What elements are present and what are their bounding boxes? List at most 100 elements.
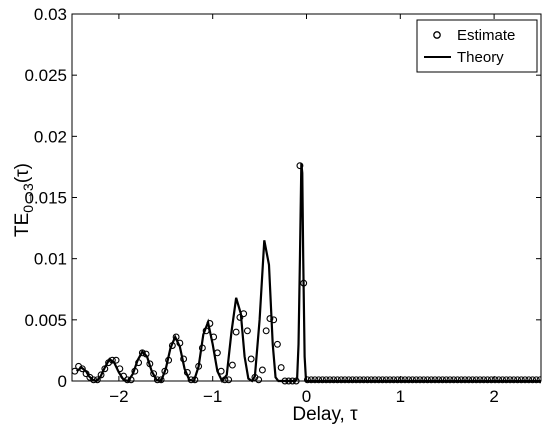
estimate-point [131, 367, 139, 375]
estimate-point [386, 376, 394, 384]
estimate-point [364, 376, 371, 384]
estimate-point [120, 372, 128, 380]
estimate-point [262, 327, 270, 335]
estimate-point [232, 328, 240, 336]
y-tick-label: 0.005 [24, 311, 67, 330]
estimate-point [138, 349, 146, 357]
estimate-point [319, 376, 326, 384]
estimate-point [277, 364, 285, 371]
legend-label: Estimate [457, 27, 515, 44]
estimate-point [341, 376, 349, 384]
estimate-point [187, 376, 195, 384]
estimate-point [303, 376, 311, 384]
estimate-point [176, 339, 184, 347]
estimate-point [379, 376, 386, 384]
estimate-point [424, 376, 431, 384]
estimate-point [510, 376, 518, 384]
estimate-point [322, 376, 330, 384]
estimate-point [401, 376, 409, 384]
estimate-point [454, 376, 461, 384]
estimate-point [142, 350, 150, 358]
estimate-point [180, 355, 188, 363]
estimate-point [157, 376, 165, 384]
estimate-point [296, 162, 304, 170]
x-axis-label: Delay, τ [292, 404, 358, 425]
estimate-point [300, 279, 308, 287]
estimate-point [198, 344, 206, 352]
estimate-point [228, 361, 236, 369]
x-tick-label: −1 [203, 387, 222, 406]
estimate-markers [72, 162, 541, 385]
estimate-point [112, 356, 120, 364]
estimate-point [521, 376, 529, 384]
x-tick-label: 1 [396, 387, 405, 406]
estimate-point [397, 376, 405, 384]
estimate-point [221, 376, 229, 384]
estimate-point [450, 376, 458, 384]
estimate-point [217, 367, 225, 375]
estimate-point [367, 376, 375, 384]
y-axis-label-subscript: 0→3 [20, 183, 36, 213]
estimate-point [258, 366, 266, 374]
estimate-point [495, 376, 503, 384]
estimate-point [243, 327, 251, 335]
estimate-point [330, 376, 338, 384]
estimate-point [123, 376, 131, 384]
estimate-point [183, 368, 191, 376]
estimate-point [356, 376, 364, 384]
estimate-point [236, 313, 244, 321]
estimate-point [255, 376, 263, 384]
estimate-point [439, 376, 446, 384]
estimate-point [506, 376, 514, 384]
y-axis-label-main: TE [12, 213, 33, 237]
estimate-point [72, 367, 79, 375]
estimate-point [446, 376, 454, 384]
estimate-point [491, 376, 499, 384]
estimate-point [390, 376, 398, 384]
estimate-point [127, 376, 135, 384]
y-tick-label: 0.01 [34, 250, 67, 269]
estimate-point [465, 376, 473, 384]
y-tick-label: 0.02 [34, 127, 67, 146]
estimate-point [90, 376, 98, 384]
estimate-point [206, 320, 214, 327]
legend-estimate-icon [433, 31, 441, 39]
estimate-point [352, 376, 360, 384]
legend-box [416, 19, 538, 73]
estimate-point [435, 376, 443, 384]
estimate-point [405, 376, 413, 384]
estimate-point [93, 376, 101, 384]
estimate-point [476, 376, 484, 384]
estimate-point [311, 376, 319, 384]
estimate-point [382, 376, 390, 384]
estimate-point [273, 340, 281, 348]
estimate-point [469, 376, 476, 384]
estimate-point [371, 376, 379, 384]
estimate-point [108, 356, 116, 364]
estimate-point [334, 376, 341, 384]
estimate-point [502, 376, 510, 384]
estimate-point [499, 376, 506, 384]
estimate-point [202, 327, 210, 335]
estimate-point [349, 376, 356, 384]
estimate-point [427, 376, 435, 384]
y-tick-label: 0 [58, 372, 67, 391]
estimate-point [326, 376, 334, 384]
estimate-point [457, 376, 465, 384]
estimate-point [472, 376, 480, 384]
y-tick-label: 0.025 [24, 66, 67, 85]
estimate-point [240, 310, 248, 318]
estimate-point [517, 376, 525, 384]
estimate-point [195, 362, 203, 370]
estimate-point [225, 376, 233, 384]
estimate-point [420, 376, 428, 384]
y-axis-label-tail: (τ) [12, 163, 33, 183]
estimate-point [514, 376, 521, 384]
estimate-point [536, 376, 541, 384]
estimate-point [247, 355, 255, 363]
estimate-point [484, 376, 491, 384]
estimate-point [97, 371, 105, 379]
x-tick-label: −2 [109, 387, 128, 406]
plot-area [72, 162, 541, 385]
